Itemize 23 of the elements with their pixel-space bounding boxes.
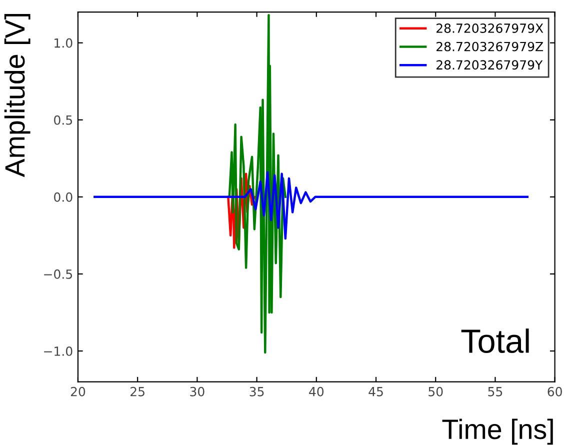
x-tick-label: 25: [130, 386, 144, 396]
x-tick-label: 30: [190, 386, 204, 396]
line-series: [94, 171, 529, 240]
x-tick-label: 40: [309, 386, 324, 396]
x-tick-label: 50: [428, 386, 443, 396]
x-tick-label: 45: [368, 387, 383, 396]
line-series: [228, 14, 287, 354]
line-series: [227, 172, 256, 249]
y-tick-label: 0.5: [54, 115, 72, 125]
legend-label: 28.7203267979Y: [436, 60, 543, 70]
y-tick-label: 1.0: [54, 38, 72, 48]
legend-label: 28.7203267979Z: [436, 42, 544, 52]
legend-label: 28.7203267979X: [436, 23, 544, 33]
x-tick-label: 35: [250, 386, 264, 396]
x-axis-title: Time [ns]: [442, 418, 553, 445]
y-tick-label: −0.5: [44, 269, 72, 279]
x-tick-label: 20: [70, 386, 86, 396]
x-tick-label: 55: [488, 387, 502, 396]
annotation: Total: [461, 328, 529, 354]
y-tick-label: −1.0: [44, 346, 72, 356]
y-axis-title: Amplitude [V]: [4, 14, 30, 178]
y-tick-label: 0.0: [54, 192, 72, 202]
x-tick-label: 60: [548, 386, 562, 396]
